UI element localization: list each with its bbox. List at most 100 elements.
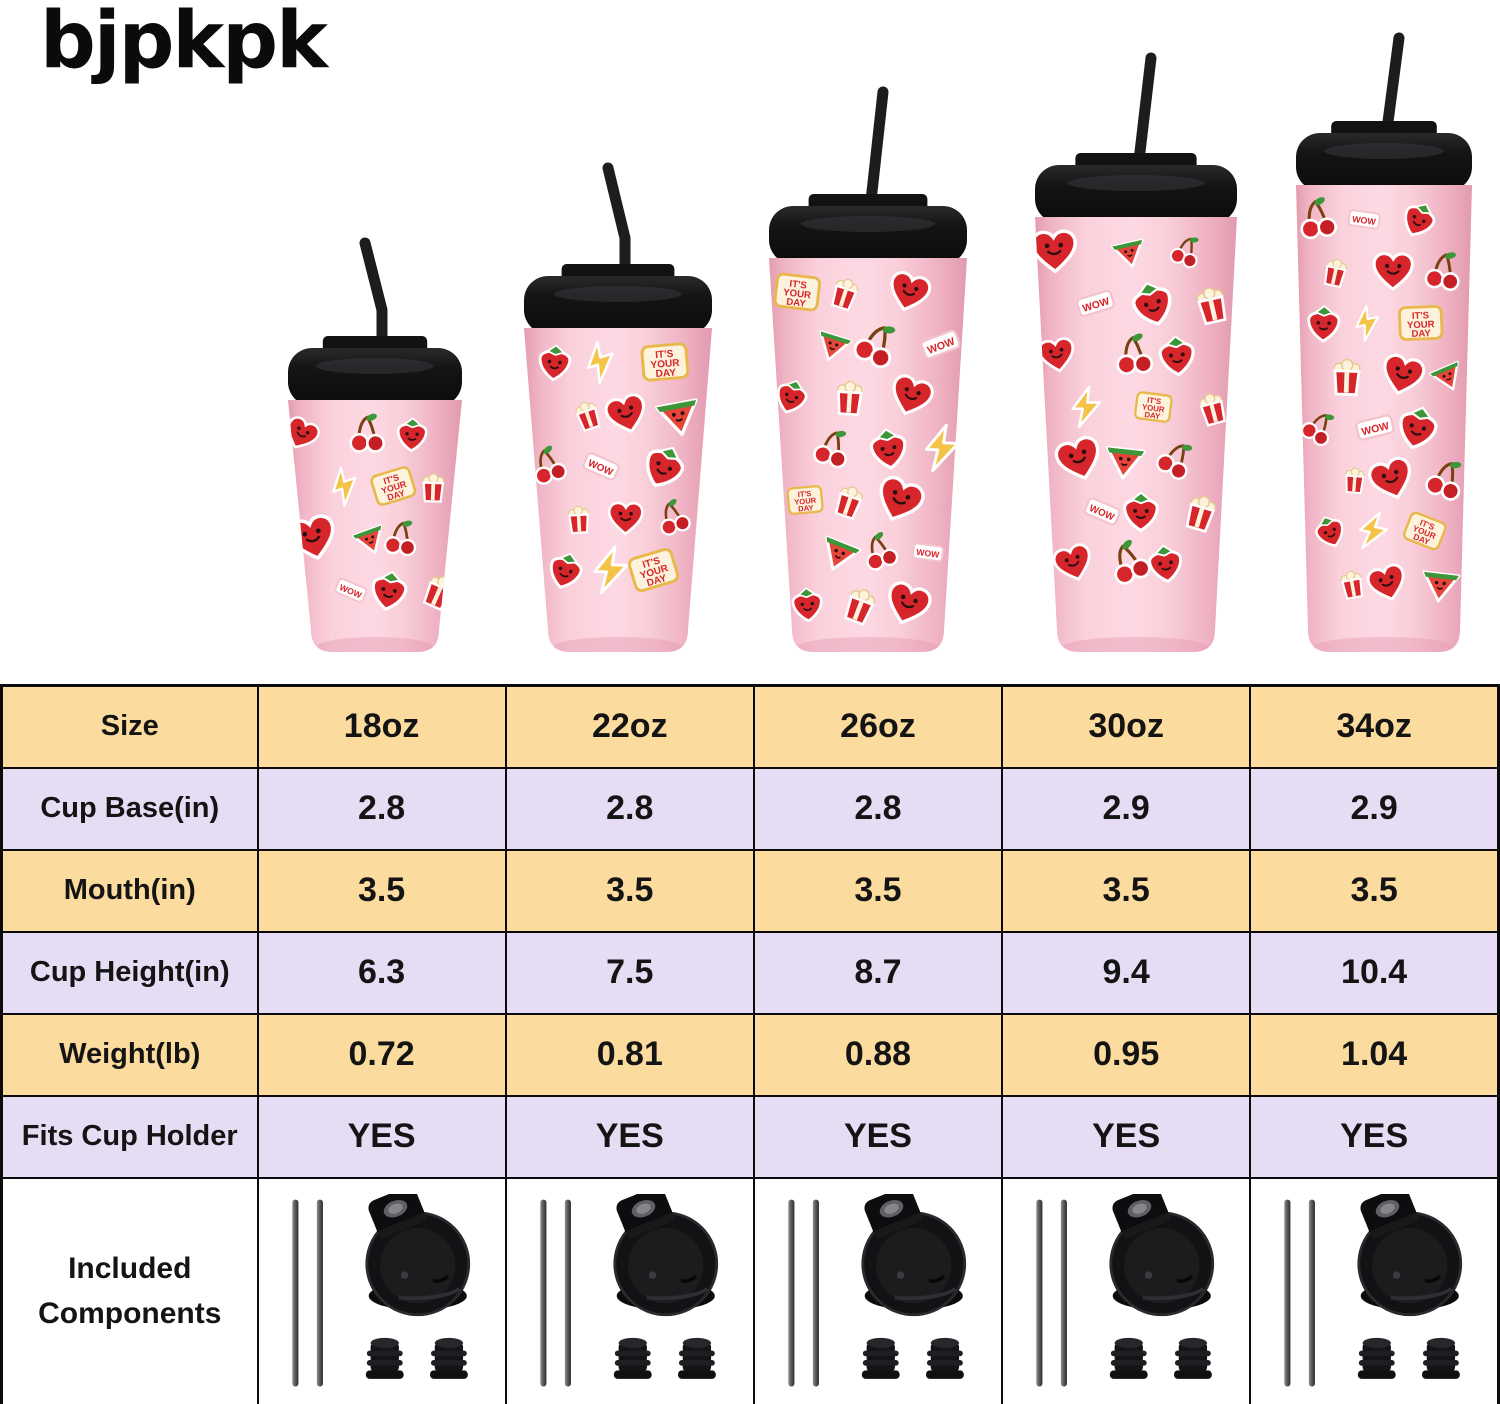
components-cell [256, 1176, 507, 1404]
straw-stoppers-icon [861, 1338, 964, 1380]
brand-logo: bJPKPK [40, 0, 328, 86]
metal-straws-icon [1284, 1199, 1316, 1387]
spec-value: YES [504, 1094, 755, 1179]
spec-value: 2.9 [1249, 766, 1500, 851]
flip-lid-icon [1296, 121, 1472, 191]
spec-value: 2.9 [1001, 766, 1252, 851]
tumbler-30oz [1035, 52, 1237, 652]
badge-sticker-icon [1133, 390, 1174, 424]
metal-straws-icon [540, 1199, 571, 1387]
included-components-graphic [1036, 1194, 1215, 1387]
spec-value: 0.95 [1001, 1012, 1252, 1097]
row-label-cup-height: Cup Height(in) [0, 930, 259, 1015]
spec-value: 26oz [752, 684, 1004, 769]
spec-value: YES [1249, 1094, 1500, 1179]
tumbler-34oz [1296, 32, 1472, 652]
spec-value: YES [1001, 1094, 1252, 1179]
straw-icon [1132, 52, 1157, 175]
flip-lid-icon [769, 194, 967, 264]
tumbler-18oz [288, 237, 462, 652]
included-components-graphic [788, 1194, 967, 1387]
table-row-weight: Weight(lb) 0.72 0.81 0.88 0.95 1.04 [0, 1012, 1500, 1097]
spec-value: 8.7 [752, 930, 1004, 1015]
straw-icon [1380, 32, 1405, 143]
pop-sticker-icon [1343, 466, 1366, 495]
spec-value: 2.8 [752, 766, 1004, 851]
spec-value: 3.5 [504, 848, 755, 933]
sticker-pattern [288, 410, 457, 652]
tumbler-26oz [769, 86, 967, 652]
included-components-graphic [291, 1194, 470, 1387]
components-cell [752, 1176, 1004, 1404]
flip-lid-icon [1357, 1194, 1463, 1317]
spec-value: 3.5 [752, 848, 1004, 933]
straw-stoppers-icon [365, 1338, 468, 1380]
spec-value: 0.72 [256, 1012, 507, 1097]
flip-lid-icon [288, 336, 462, 406]
spec-value: 0.88 [752, 1012, 1004, 1097]
table-row-size: Size 18oz 22oz 26oz 30oz 34oz [0, 684, 1500, 769]
flip-lid-icon [1109, 1194, 1215, 1317]
spec-value: 3.5 [1001, 848, 1252, 933]
sticker-pattern [524, 337, 704, 652]
pop-sticker-icon [567, 504, 591, 535]
pop-sticker-icon [1331, 357, 1362, 397]
flip-lid-icon [365, 1194, 470, 1317]
flip-lid-icon [861, 1194, 967, 1317]
metal-straws-icon [291, 1199, 323, 1387]
table-row-cup-height: Cup Height(in) 6.3 7.5 8.7 9.4 10.4 [0, 930, 1500, 1015]
spec-value: 18oz [256, 684, 507, 769]
spec-value: 3.5 [256, 848, 507, 933]
spec-value: 22oz [504, 684, 755, 769]
table-row-mouth: Mouth(in) 3.5 3.5 3.5 3.5 3.5 [0, 848, 1500, 933]
components-cell [504, 1176, 755, 1404]
table-row-cup-base: Cup Base(in) 2.8 2.8 2.8 2.9 2.9 [0, 766, 1500, 851]
spec-value: 10.4 [1249, 930, 1500, 1015]
spec-table: Size 18oz 22oz 26oz 30oz 34oz Cup Base(i… [0, 684, 1500, 1404]
spec-value: 7.5 [504, 930, 755, 1015]
row-label-included-components: Included Components [0, 1176, 259, 1404]
sticker-pattern [1296, 192, 1468, 652]
table-row-included-components: Included Components [0, 1176, 1500, 1404]
pop-sticker-icon [835, 379, 864, 417]
components-cell [1001, 1176, 1252, 1404]
wow-sticker-icon [1347, 208, 1382, 230]
row-label-fits-cup-holder: Fits Cup Holder [0, 1094, 259, 1179]
spec-value: 3.5 [1249, 848, 1500, 933]
spec-value: YES [256, 1094, 507, 1179]
tumbler-lineup: IT'S YOUR DAY WOW [0, 0, 1500, 688]
spec-value: 0.81 [504, 1012, 755, 1097]
table-row-fits-cup-holder: Fits Cup Holder YES YES YES YES YES [0, 1094, 1500, 1179]
row-label-weight: Weight(lb) [0, 1012, 259, 1097]
straw-icon [359, 237, 388, 358]
metal-straws-icon [1036, 1199, 1068, 1387]
flip-lid-icon [613, 1194, 718, 1317]
straw-stoppers-icon [613, 1338, 716, 1380]
straw-stoppers-icon [1110, 1338, 1213, 1380]
spec-value: 6.3 [256, 930, 507, 1015]
included-components-graphic [540, 1194, 718, 1387]
cup-body [288, 400, 462, 652]
tumbler-22oz [524, 162, 712, 652]
sticker-pattern [771, 268, 962, 652]
badge-sticker-icon [786, 484, 824, 516]
row-label-cup-base: Cup Base(in) [0, 766, 259, 851]
badge-sticker-icon [1397, 304, 1444, 342]
straw-icon [602, 162, 631, 286]
cup-body [1035, 217, 1237, 652]
sticker-pattern [1035, 228, 1230, 652]
pop-sticker-icon [421, 472, 445, 503]
spec-value: 2.8 [256, 766, 507, 851]
spec-value: 9.4 [1001, 930, 1252, 1015]
row-label-mouth: Mouth(in) [0, 848, 259, 933]
flip-lid-icon [524, 264, 712, 334]
spec-value: YES [752, 1094, 1004, 1179]
badge-sticker-icon [772, 272, 822, 313]
straw-stoppers-icon [1358, 1338, 1460, 1380]
straw-icon [864, 86, 889, 216]
metal-straws-icon [788, 1199, 820, 1387]
flip-lid-icon [1035, 153, 1237, 223]
row-label-size: Size [0, 684, 259, 769]
badge-sticker-icon [640, 341, 690, 383]
